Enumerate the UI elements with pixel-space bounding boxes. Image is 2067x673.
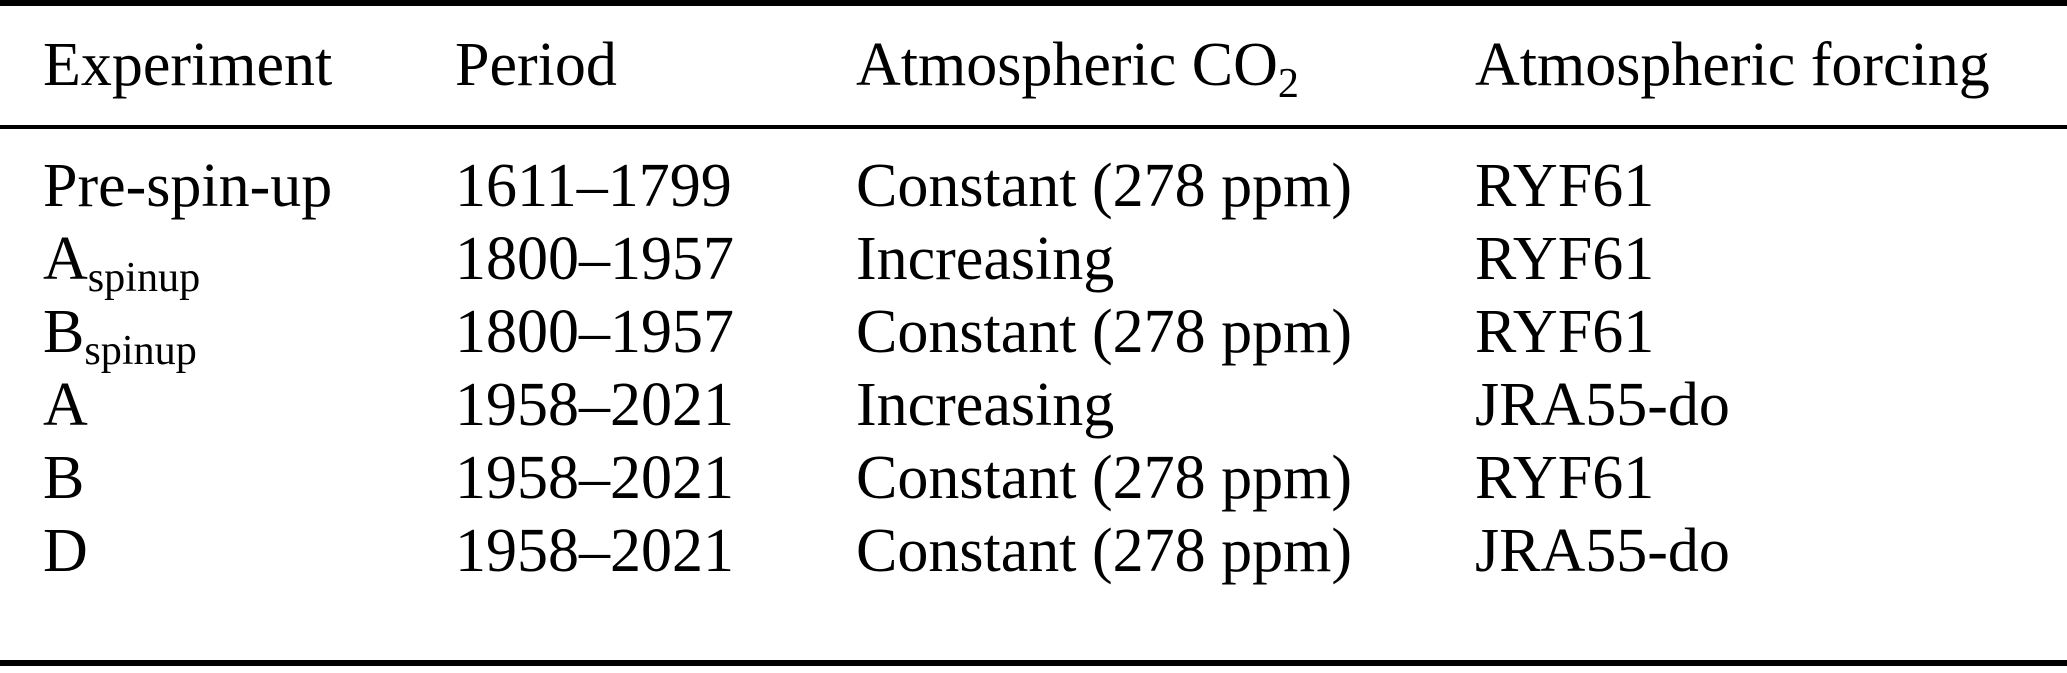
- cell-forcing: RYF61: [1475, 152, 1655, 220]
- experiment-name-subscript: spinup: [87, 253, 201, 301]
- cell-co2: Constant (278 ppm): [856, 444, 1352, 512]
- column-header-experiment-label: Experiment: [43, 31, 333, 99]
- table-row: Pre-spin-up 1611–1799 Constant (278 ppm)…: [43, 150, 2057, 223]
- cell-co2: Constant (278 ppm): [856, 152, 1352, 220]
- table-header-row: Experiment Period Atmospheric CO2 Atmosp…: [43, 6, 2057, 125]
- cell-experiment: Aspinup: [43, 224, 455, 298]
- table-body: Pre-spin-up 1611–1799 Constant (278 ppm)…: [43, 129, 2057, 588]
- experiment-name: B: [43, 444, 85, 512]
- cell-period: 1800–1957: [455, 225, 734, 293]
- cell-experiment: Bspinup: [43, 297, 455, 371]
- cell-forcing: RYF61: [1475, 298, 1655, 366]
- cell-co2: Constant (278 ppm): [856, 517, 1352, 585]
- column-header-period-label: Period: [455, 31, 617, 99]
- experiment-name: B: [43, 298, 85, 366]
- table-row: B 1958–2021 Constant (278 ppm) RYF61: [43, 442, 2057, 515]
- column-header-co2-subscript: 2: [1277, 59, 1299, 107]
- table-row: Aspinup 1800–1957 Increasing RYF61: [43, 223, 2057, 298]
- table-header-separator-rule: [0, 125, 2067, 129]
- cell-forcing: RYF61: [1475, 444, 1655, 512]
- column-header-co2: Atmospheric CO2: [856, 30, 1475, 104]
- table-row: A 1958–2021 Increasing JRA55-do: [43, 369, 2057, 442]
- cell-period: 1800–1957: [455, 298, 734, 366]
- cell-experiment: Pre-spin-up: [43, 151, 455, 222]
- cell-period: 1958–2021: [455, 444, 734, 512]
- cell-co2: Constant (278 ppm): [856, 298, 1352, 366]
- cell-experiment: A: [43, 370, 455, 441]
- cell-experiment: D: [43, 516, 455, 587]
- experiment-name: Pre-spin-up: [43, 152, 333, 220]
- cell-forcing: JRA55-do: [1475, 371, 1730, 439]
- column-header-co2-label: Atmospheric CO: [856, 31, 1278, 99]
- cell-experiment: B: [43, 443, 455, 514]
- column-header-forcing: Atmospheric forcing: [1475, 30, 2057, 101]
- table-bottom-rule: [0, 660, 2067, 666]
- experiment-name: A: [43, 371, 88, 439]
- experiment-name: A: [43, 225, 88, 293]
- table-row: D 1958–2021 Constant (278 ppm) JRA55-do: [43, 515, 2057, 588]
- experiment-name: D: [43, 517, 88, 585]
- experiment-name-subscript: spinup: [84, 326, 197, 374]
- table-row: Bspinup 1800–1957 Constant (278 ppm) RYF…: [43, 296, 2057, 371]
- cell-period: 1958–2021: [455, 517, 734, 585]
- table-top-rule: [0, 0, 2067, 6]
- cell-period: 1611–1799: [455, 152, 732, 220]
- cell-forcing: RYF61: [1475, 225, 1655, 293]
- cell-forcing: JRA55-do: [1475, 517, 1730, 585]
- column-header-forcing-label: Atmospheric forcing: [1475, 31, 1990, 99]
- cell-co2: Increasing: [856, 225, 1115, 293]
- column-header-experiment: Experiment: [43, 30, 455, 101]
- cell-period: 1958–2021: [455, 371, 734, 439]
- column-header-period: Period: [455, 30, 856, 101]
- cell-co2: Increasing: [856, 371, 1115, 439]
